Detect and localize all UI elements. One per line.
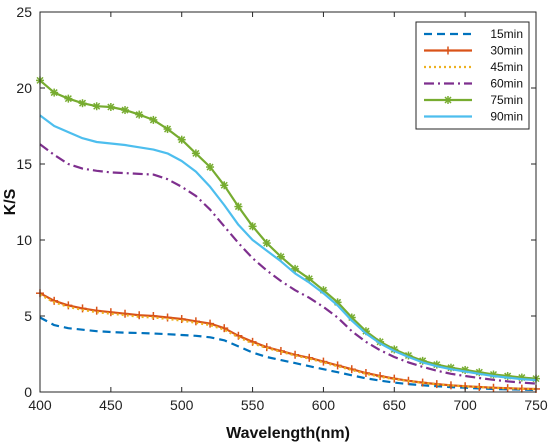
legend-label: 15min — [490, 27, 523, 41]
y-tick-label: 10 — [16, 232, 32, 248]
data-point-75min — [220, 181, 229, 190]
data-point-30min — [106, 308, 115, 317]
data-point-30min — [135, 311, 144, 320]
data-point-30min — [50, 296, 59, 305]
data-point-75min — [106, 103, 115, 111]
legend-label: 75min — [490, 93, 523, 107]
series-layer — [36, 76, 540, 393]
legend-marker — [444, 46, 452, 55]
y-tick-label: 5 — [24, 308, 32, 324]
x-axis-label: Wavelength(nm) — [226, 425, 350, 442]
x-tick-label: 650 — [383, 397, 407, 413]
series-line-60min — [39, 143, 537, 385]
legend-item-45min: 45min — [424, 60, 523, 74]
x-tick-label: 700 — [453, 397, 477, 413]
series-60min — [39, 143, 537, 385]
legend-item-90min: 90min — [424, 110, 523, 124]
x-tick-label: 450 — [99, 397, 123, 413]
x-tick-label: 600 — [312, 397, 336, 413]
y-tick-label: 20 — [16, 80, 32, 96]
series-line-90min — [39, 114, 537, 382]
data-point-75min — [78, 99, 87, 108]
legend-label: 60min — [490, 77, 523, 91]
legend-label: 90min — [490, 110, 523, 124]
legend-item-75min: 75min — [424, 93, 523, 107]
data-point-75min — [149, 115, 158, 124]
series-45min — [39, 293, 537, 391]
data-point-75min — [234, 202, 243, 211]
y-tick-label: 15 — [16, 156, 32, 172]
data-point-75min — [206, 163, 215, 172]
legend-marker — [444, 96, 452, 104]
legend-label: 30min — [490, 44, 523, 58]
data-point-75min — [64, 94, 73, 103]
legend-label: 45min — [490, 60, 523, 74]
data-point-75min — [248, 222, 257, 231]
data-point-30min — [121, 309, 130, 318]
legend-item-15min: 15min — [424, 27, 523, 41]
y-tick-label: 0 — [24, 384, 32, 400]
data-point-75min — [262, 239, 271, 248]
x-tick-label: 400 — [28, 397, 52, 413]
legend-item-60min: 60min — [424, 77, 523, 91]
data-point-75min — [50, 88, 59, 97]
data-point-75min — [121, 106, 130, 115]
data-point-75min — [92, 102, 101, 111]
data-point-30min — [276, 346, 285, 355]
data-point-75min — [163, 125, 172, 134]
legend-box — [415, 21, 530, 130]
y-axis-label: K/S — [2, 188, 19, 215]
series-line-15min — [39, 316, 537, 391]
x-tick-label: 550 — [241, 397, 265, 413]
legend: 15min 30min 45min 60min 75min 90min — [415, 21, 530, 130]
data-point-75min — [135, 110, 144, 119]
data-point-30min — [376, 372, 385, 381]
data-point-75min — [191, 149, 200, 158]
data-point-30min — [78, 304, 87, 313]
data-point-30min — [149, 312, 158, 320]
tick-layer: 400 450 500 550 600 650 700 750 0 5 10 15 20 25 — [16, 4, 547, 413]
data-point-30min — [475, 382, 484, 391]
series-15min — [39, 316, 537, 391]
series-90min — [39, 114, 537, 382]
x-tick-label: 750 — [524, 397, 548, 413]
x-tick-label: 500 — [170, 397, 194, 413]
legend-item-30min: 30min — [424, 44, 523, 58]
data-point-75min — [177, 135, 186, 144]
y-tick-label: 25 — [16, 4, 32, 20]
series-line-45min — [39, 293, 537, 391]
plot-frame — [39, 11, 537, 393]
data-point-30min — [163, 313, 172, 322]
